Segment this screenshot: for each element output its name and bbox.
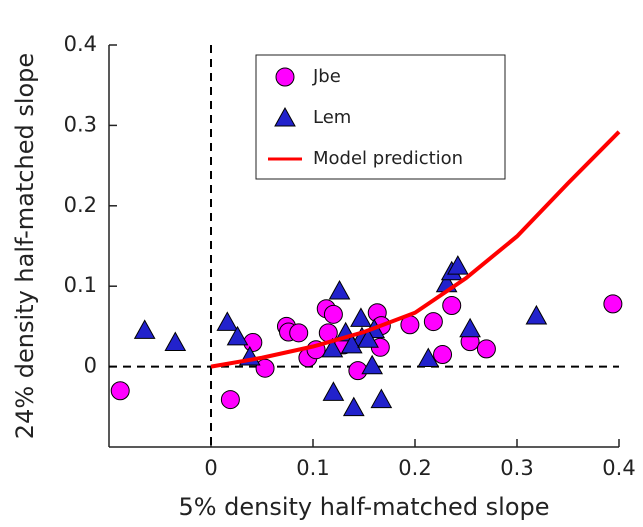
y-tick-label: 0 bbox=[84, 354, 97, 378]
circle-marker bbox=[603, 294, 623, 314]
circle-marker bbox=[110, 381, 130, 401]
triangle-marker bbox=[216, 311, 239, 331]
triangle-marker bbox=[446, 255, 469, 275]
triangle-marker bbox=[350, 307, 372, 327]
circle-marker bbox=[433, 345, 453, 365]
y-tick-label: 0.4 bbox=[64, 32, 97, 56]
triangle-marker bbox=[525, 304, 548, 325]
triangle-marker bbox=[133, 319, 156, 339]
legend-label: Jbe bbox=[312, 66, 341, 87]
y-tick-label: 0.3 bbox=[64, 112, 97, 136]
triangle-marker bbox=[328, 279, 351, 300]
triangle-marker bbox=[357, 328, 379, 348]
x-axis-label: 5% density half-matched slope bbox=[178, 493, 549, 521]
triangle-marker bbox=[417, 347, 440, 368]
triangle-marker bbox=[321, 337, 344, 358]
legend-swatch bbox=[274, 106, 296, 127]
triangle-marker bbox=[459, 317, 481, 338]
triangle-marker bbox=[361, 354, 384, 375]
triangle-marker bbox=[342, 396, 365, 417]
legend-swatch bbox=[275, 67, 295, 87]
y-axis-label: 24% density half-matched slope bbox=[11, 53, 39, 439]
x-tick-label: 0.2 bbox=[398, 456, 431, 480]
x-tick-label: 0 bbox=[204, 456, 217, 480]
x-tick-label: 0.3 bbox=[500, 456, 533, 480]
model-line bbox=[210, 130, 621, 369]
circle-marker bbox=[442, 295, 462, 315]
circle-marker bbox=[220, 390, 240, 410]
triangle-marker bbox=[164, 331, 187, 351]
circle-marker bbox=[423, 312, 443, 332]
circle-marker bbox=[289, 323, 309, 343]
circle-marker bbox=[476, 339, 496, 359]
triangle-marker bbox=[226, 325, 249, 346]
legend-label: Lem bbox=[313, 107, 351, 128]
y-tick-label: 0.2 bbox=[64, 193, 97, 217]
legend-label: Model prediction bbox=[313, 148, 463, 169]
triangle-marker bbox=[340, 333, 363, 354]
x-tick-label: 0.1 bbox=[296, 456, 329, 480]
triangle-marker bbox=[370, 388, 393, 409]
x-tick-label: 0.4 bbox=[602, 456, 635, 480]
circle-marker bbox=[255, 358, 275, 378]
triangle-marker bbox=[322, 381, 345, 401]
circle-marker bbox=[323, 304, 343, 324]
y-tick-label: 0.1 bbox=[64, 273, 97, 297]
